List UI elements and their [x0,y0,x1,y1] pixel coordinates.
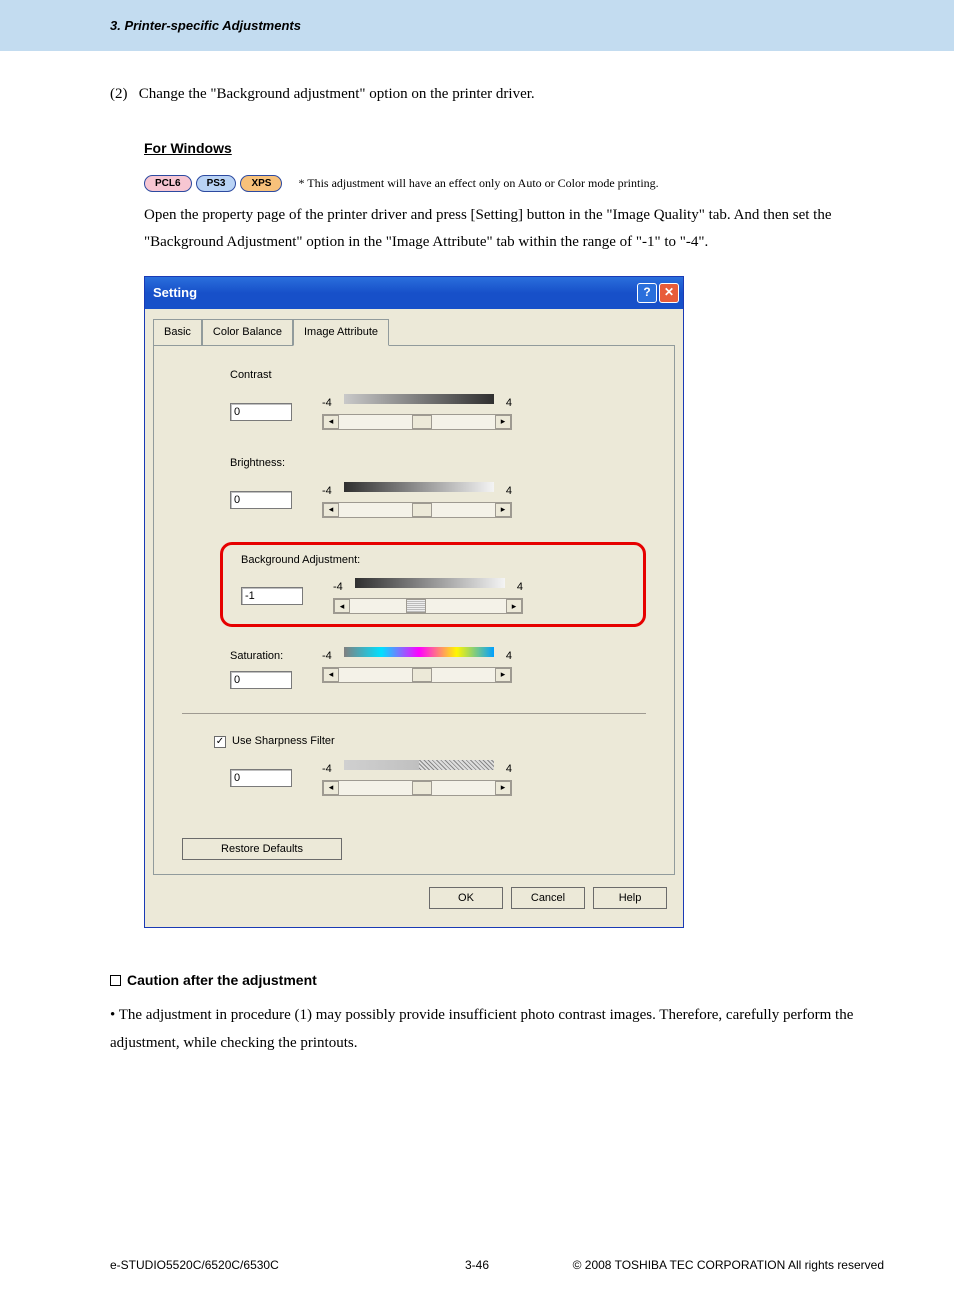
background-gradient [355,578,505,588]
sharpness-checkbox[interactable]: ✓ [214,736,226,748]
contrast-gradient [344,394,494,404]
saturation-max: 4 [506,647,512,667]
cancel-button[interactable]: Cancel [511,887,585,909]
tab-image-attribute[interactable]: Image Attribute [293,319,389,347]
brightness-max: 4 [506,482,512,502]
page-header: 3. Printer-specific Adjustments [0,0,954,51]
setting-dialog: Setting ? ✕ Basic Color Balance Image At… [144,276,684,927]
saturation-input[interactable] [230,671,292,689]
badge-pcl6: PCL6 [144,175,192,192]
badge-ps3: PS3 [196,175,237,192]
right-arrow-icon[interactable]: ▸ [495,668,511,682]
footer-right: © 2008 TOSHIBA TEC CORPORATION All right… [573,1258,884,1272]
background-input[interactable] [241,587,303,605]
sharpness-max: 4 [506,760,512,780]
square-icon [110,975,121,986]
dialog-title: Setting [153,281,197,304]
section-title: 3. Printer-specific Adjustments [110,18,301,33]
tab-basic[interactable]: Basic [153,319,202,346]
help-button[interactable]: Help [593,887,667,909]
tab-panel: Contrast -4 4 ◂ ▸ [153,346,675,874]
right-arrow-icon[interactable]: ▸ [495,503,511,517]
caution-bullet: • The adjustment in procedure (1) may po… [110,1001,884,1058]
divider [182,713,646,714]
badge-xps: XPS [240,175,282,192]
background-max: 4 [517,578,523,598]
background-label: Background Adjustment: [241,551,635,571]
step-line: (2) Change the "Background adjustment" o… [110,81,884,108]
sharpness-slider[interactable]: ◂ ▸ [322,780,512,796]
left-arrow-icon[interactable]: ◂ [323,503,339,517]
contrast-input[interactable] [230,403,292,421]
step-number: (2) [110,86,128,102]
step-text: Change the "Background adjustment" optio… [139,86,535,102]
brightness-min: -4 [322,482,332,502]
right-arrow-icon[interactable]: ▸ [506,599,522,613]
contrast-group: Contrast -4 4 ◂ ▸ [182,366,646,430]
saturation-label: Saturation: [230,647,292,667]
contrast-slider[interactable]: ◂ ▸ [322,414,512,430]
restore-defaults-button[interactable]: Restore Defaults [182,838,342,860]
badge-note: * This adjustment will have an effect on… [298,176,658,190]
sharpness-min: -4 [322,760,332,780]
background-min: -4 [333,578,343,598]
caution-heading: Caution after the adjustment [110,968,884,993]
brightness-slider[interactable]: ◂ ▸ [322,502,512,518]
brightness-label: Brightness: [230,454,646,474]
left-arrow-icon[interactable]: ◂ [323,415,339,429]
dialog-footer: OK Cancel Help [153,875,675,919]
titlebar: Setting ? ✕ [145,277,683,308]
sharpness-checkbox-row: ✓ Use Sharpness Filter [214,732,646,752]
brightness-group: Brightness: -4 4 ◂ ▸ [182,454,646,518]
contrast-max: 4 [506,394,512,414]
background-slider[interactable]: ◂ ▸ [333,598,523,614]
saturation-group: Saturation: -4 4 ◂ [182,647,646,689]
saturation-slider[interactable]: ◂ ▸ [322,667,512,683]
badges-row: PCL6 PS3 XPS * This adjustment will have… [144,175,884,192]
sharpness-gradient [344,760,494,770]
caution-heading-text: Caution after the adjustment [127,972,317,988]
right-arrow-icon[interactable]: ▸ [495,781,511,795]
tab-color-balance[interactable]: Color Balance [202,319,293,346]
left-arrow-icon[interactable]: ◂ [323,781,339,795]
saturation-min: -4 [322,647,332,667]
sharpness-checkbox-label: Use Sharpness Filter [232,732,335,752]
right-arrow-icon[interactable]: ▸ [495,415,511,429]
brightness-gradient [344,482,494,492]
footer-left: e-STUDIO5520C/6520C/6530C [110,1258,279,1272]
contrast-label: Contrast [230,366,646,386]
background-highlight: Background Adjustment: -4 4 ◂ [220,542,646,628]
left-arrow-icon[interactable]: ◂ [334,599,350,613]
ok-button[interactable]: OK [429,887,503,909]
saturation-gradient [344,647,494,657]
os-heading: For Windows [144,136,884,161]
sharpness-group: -4 4 ◂ ▸ [182,760,646,796]
contrast-min: -4 [322,394,332,414]
left-arrow-icon[interactable]: ◂ [323,668,339,682]
sharpness-input[interactable] [230,769,292,787]
brightness-input[interactable] [230,491,292,509]
page-footer: e-STUDIO5520C/6520C/6530C 3-46 © 2008 TO… [0,1258,954,1312]
help-icon[interactable]: ? [637,283,657,303]
body-paragraph: Open the property page of the printer dr… [144,202,884,256]
tabs: Basic Color Balance Image Attribute [153,319,675,347]
footer-center: 3-46 [465,1258,489,1272]
close-icon[interactable]: ✕ [659,283,679,303]
